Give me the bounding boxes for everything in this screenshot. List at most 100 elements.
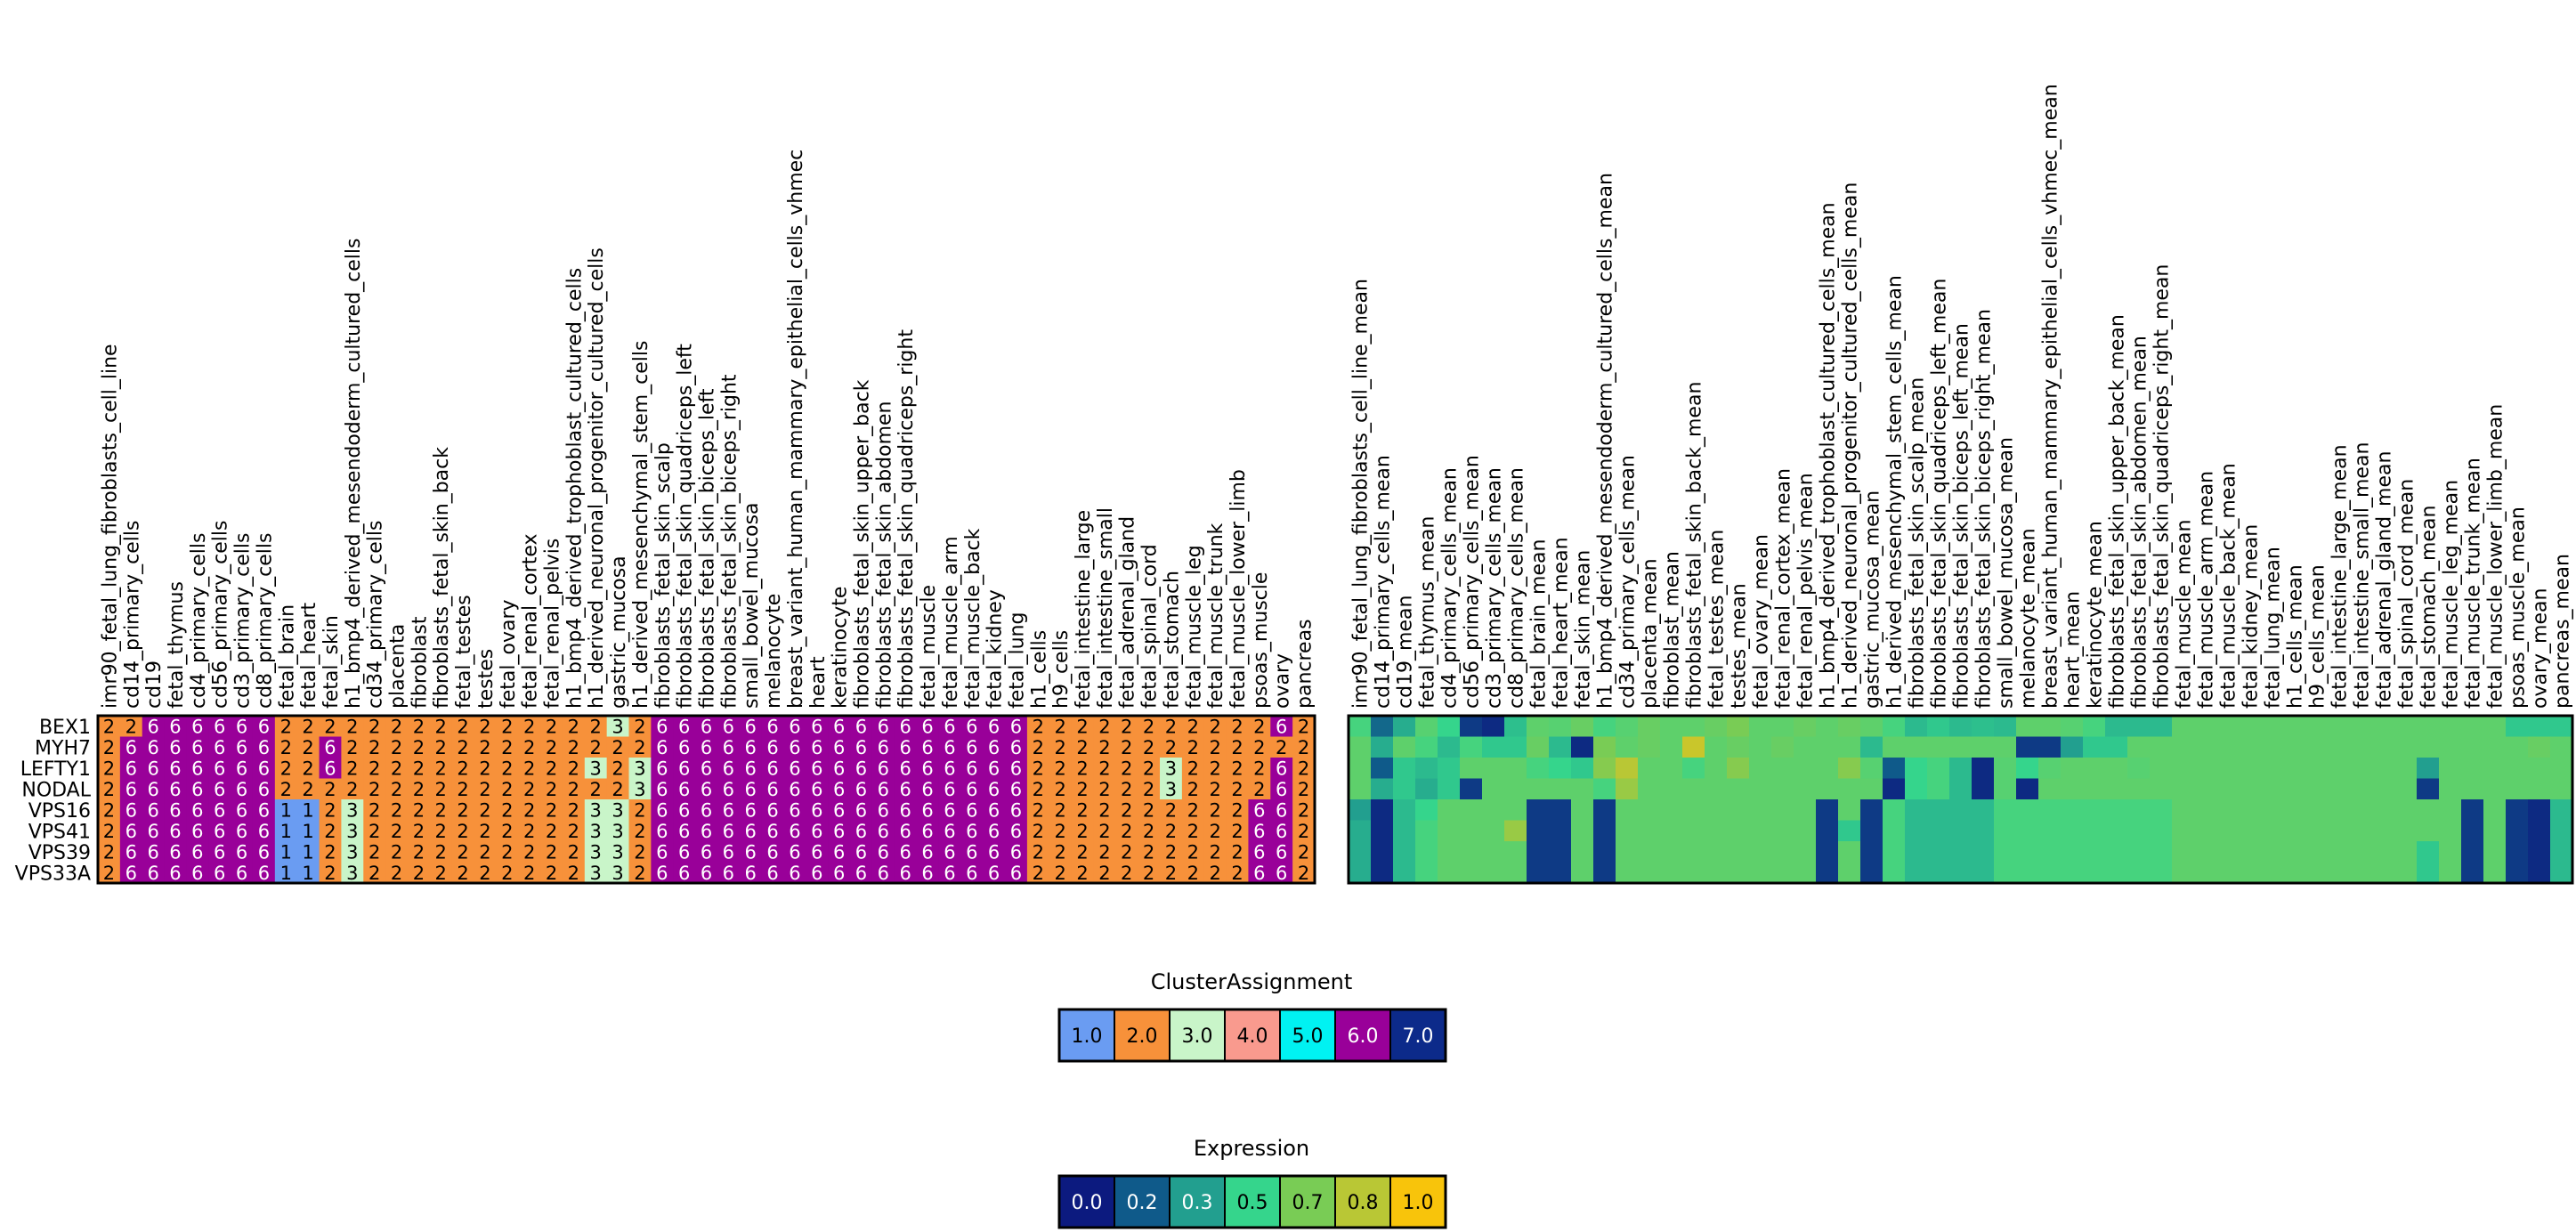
- expression-cell: [1638, 841, 1661, 863]
- cluster-cell: [1292, 799, 1316, 822]
- cluster-cell-label: 6: [147, 841, 158, 863]
- expression-cell: [1393, 736, 1416, 758]
- column-label: fetal_intestine_large: [1073, 510, 1095, 709]
- cluster-cell-label: 1: [280, 841, 292, 863]
- expression-cell: [2127, 820, 2151, 842]
- expression-cell: [1460, 799, 1483, 822]
- mean-column-label: fetal_spinal_cord_mean: [2396, 479, 2418, 709]
- column-label: imr90_fetal_lung_fibroblasts_cell_line: [99, 344, 121, 709]
- expression-cell: [2127, 841, 2151, 863]
- cluster-cell: [806, 841, 829, 863]
- column-label: testes: [475, 649, 498, 709]
- expression-cell: [2127, 736, 2151, 758]
- expression-cell: [1860, 758, 1883, 780]
- expression-cell: [2105, 820, 2128, 842]
- cluster-cell: [717, 862, 741, 884]
- cluster-cell: [1292, 716, 1316, 738]
- cluster-cell-label: 6: [656, 821, 668, 842]
- cluster-cell-label: 2: [1187, 799, 1199, 821]
- expression-cell: [1415, 799, 1438, 822]
- cluster-cell: [673, 758, 696, 780]
- expression-cell: [2417, 820, 2440, 842]
- cluster-cell-label: 6: [723, 863, 734, 884]
- expression-cell: [1771, 736, 1794, 758]
- cluster-cell: [1115, 758, 1138, 780]
- expression-cell: [1371, 799, 1394, 822]
- cluster-cell-label: 2: [1076, 821, 1088, 842]
- expression-cell: [2061, 736, 2084, 758]
- expression-cell: [1415, 820, 1438, 842]
- column-label: keratinocyte: [830, 587, 852, 709]
- cluster-cell-label: 2: [391, 758, 402, 779]
- expression-cell: [1816, 820, 1839, 842]
- cluster-cell-label: 6: [1253, 841, 1265, 863]
- cluster-cell-label: 3: [590, 841, 602, 863]
- cluster-cell-label: 2: [1187, 863, 1199, 884]
- expression-cell: [2239, 862, 2262, 884]
- expression-cell: [1482, 841, 1505, 863]
- cluster-cell-label: 6: [988, 779, 1000, 800]
- mean-column-label: h1_cells_mean: [2285, 564, 2307, 709]
- expression-cell: [1393, 799, 1416, 822]
- cluster-cell: [916, 736, 940, 758]
- cluster-cell: [1248, 758, 1271, 780]
- cluster-cell: [783, 778, 806, 800]
- expression-cell: [1838, 758, 1861, 780]
- cluster-cell-label: 3: [346, 821, 358, 842]
- expression-cell: [1727, 736, 1750, 758]
- cluster-cell-label: 6: [126, 737, 137, 758]
- cluster-cell: [319, 862, 342, 884]
- cluster-cell-label: 6: [966, 716, 977, 737]
- cluster-cell-label: 2: [302, 779, 313, 800]
- expression-cell: [1504, 799, 1527, 822]
- expression-cell: [2483, 778, 2507, 800]
- cluster-cell-label: 2: [1076, 863, 1088, 884]
- cluster-cell: [850, 841, 873, 863]
- cluster-cell-label: 2: [546, 799, 557, 821]
- row-label: VPS16: [28, 800, 91, 823]
- cluster-cell-label: 2: [1209, 863, 1220, 884]
- column-label: fetal_testes: [453, 595, 475, 709]
- cluster-cell-label: 3: [612, 821, 623, 842]
- cluster-cell: [518, 778, 541, 800]
- cluster-cell-label: 6: [988, 737, 1000, 758]
- cluster-cell: [407, 820, 431, 842]
- cluster-cell: [540, 862, 563, 884]
- expression-cell: [1415, 716, 1438, 738]
- cluster-cell: [1005, 820, 1028, 842]
- column-label: cd4_primary_cells: [188, 533, 210, 709]
- cluster-cell-label: 6: [811, 737, 822, 758]
- cluster-cell: [363, 716, 386, 738]
- expression-cell: [2239, 716, 2262, 738]
- expression-cell: [2305, 736, 2329, 758]
- expression-cell: [1504, 841, 1527, 863]
- cluster-cell: [1005, 778, 1028, 800]
- cluster-cell: [1005, 841, 1028, 863]
- cluster-cell-label: 6: [855, 737, 867, 758]
- expression-cell: [1905, 820, 1928, 842]
- cluster-cell: [562, 758, 586, 780]
- cluster-cell: [208, 736, 231, 758]
- cluster-cell: [960, 820, 984, 842]
- expression-cell: [2150, 820, 2173, 842]
- cluster-cell-label: 6: [723, 716, 734, 737]
- cluster-cell-label: 6: [723, 841, 734, 863]
- cluster-cell-label: 6: [900, 737, 911, 758]
- expression-cell: [1549, 841, 1572, 863]
- mean-column-label: fetal_ovary_mean: [1751, 534, 1773, 709]
- expression-cell: [1883, 736, 1906, 758]
- cluster-cell: [960, 778, 984, 800]
- expression-cell: [1393, 862, 1416, 884]
- row-label: VPS41: [28, 821, 91, 843]
- cluster-cell-label: 3: [634, 758, 645, 779]
- cluster-cell: [606, 799, 630, 822]
- cluster-cell: [850, 716, 873, 738]
- cluster-cell: [651, 716, 674, 738]
- cluster-cell: [983, 758, 1006, 780]
- expression-cell: [1616, 736, 1639, 758]
- cluster-cell: [584, 862, 608, 884]
- cluster-cell-label: 2: [1187, 737, 1199, 758]
- cluster-cell: [938, 778, 961, 800]
- cluster-cell-label: 6: [855, 841, 867, 863]
